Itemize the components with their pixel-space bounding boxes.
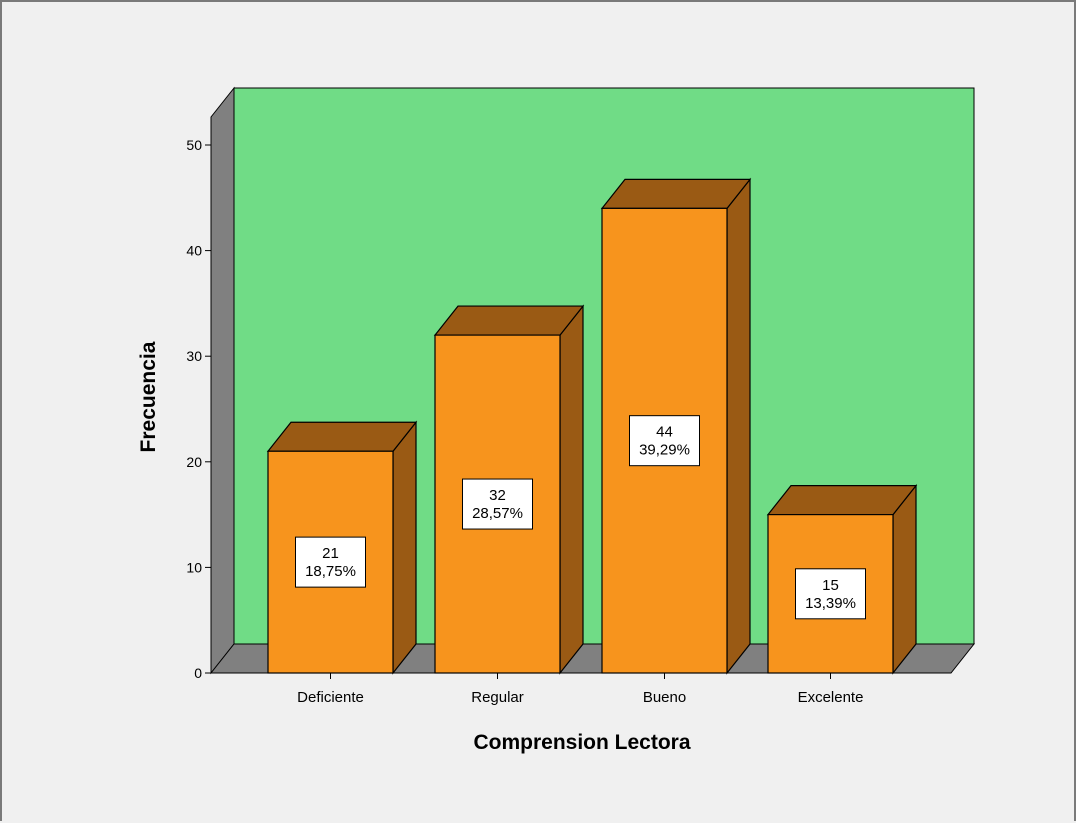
bar-side	[892, 483, 917, 675]
data-label-box	[629, 415, 700, 467]
data-label-count: 44	[656, 424, 673, 441]
data-label-count: 21	[322, 545, 339, 562]
bar-top	[766, 485, 918, 516]
x-axis-title: Comprension Lectora	[473, 731, 690, 754]
data-label-percent: 28,57%	[472, 505, 523, 522]
bar-top	[433, 305, 585, 336]
category-label: Bueno	[643, 689, 686, 706]
category-label: Deficiente	[297, 689, 364, 706]
data-label-percent: 18,75%	[305, 563, 356, 580]
y-tick-label: 50	[186, 137, 202, 153]
bar-side	[559, 304, 584, 675]
bar-top	[600, 178, 752, 209]
bar-side	[726, 177, 751, 675]
data-label-count: 15	[822, 577, 839, 594]
y-tick-label: 0	[194, 665, 202, 681]
y-tick-label: 20	[186, 454, 202, 470]
bar-side	[392, 420, 417, 675]
data-label-percent: 39,29%	[639, 442, 690, 459]
bar-top	[266, 421, 418, 452]
y-tick-label: 10	[186, 559, 202, 575]
data-label-box	[295, 536, 366, 588]
plot-side-wall	[210, 86, 235, 675]
category-label: Excelente	[798, 689, 864, 706]
y-tick-label: 30	[186, 348, 202, 364]
data-label-count: 32	[489, 487, 506, 504]
category-label: Regular	[471, 689, 524, 706]
data-label-percent: 13,39%	[805, 595, 856, 612]
y-axis-title: Frecuencia	[137, 341, 160, 452]
data-label-box	[795, 568, 866, 620]
y-tick-label: 40	[186, 243, 202, 259]
data-label-box	[462, 478, 533, 530]
